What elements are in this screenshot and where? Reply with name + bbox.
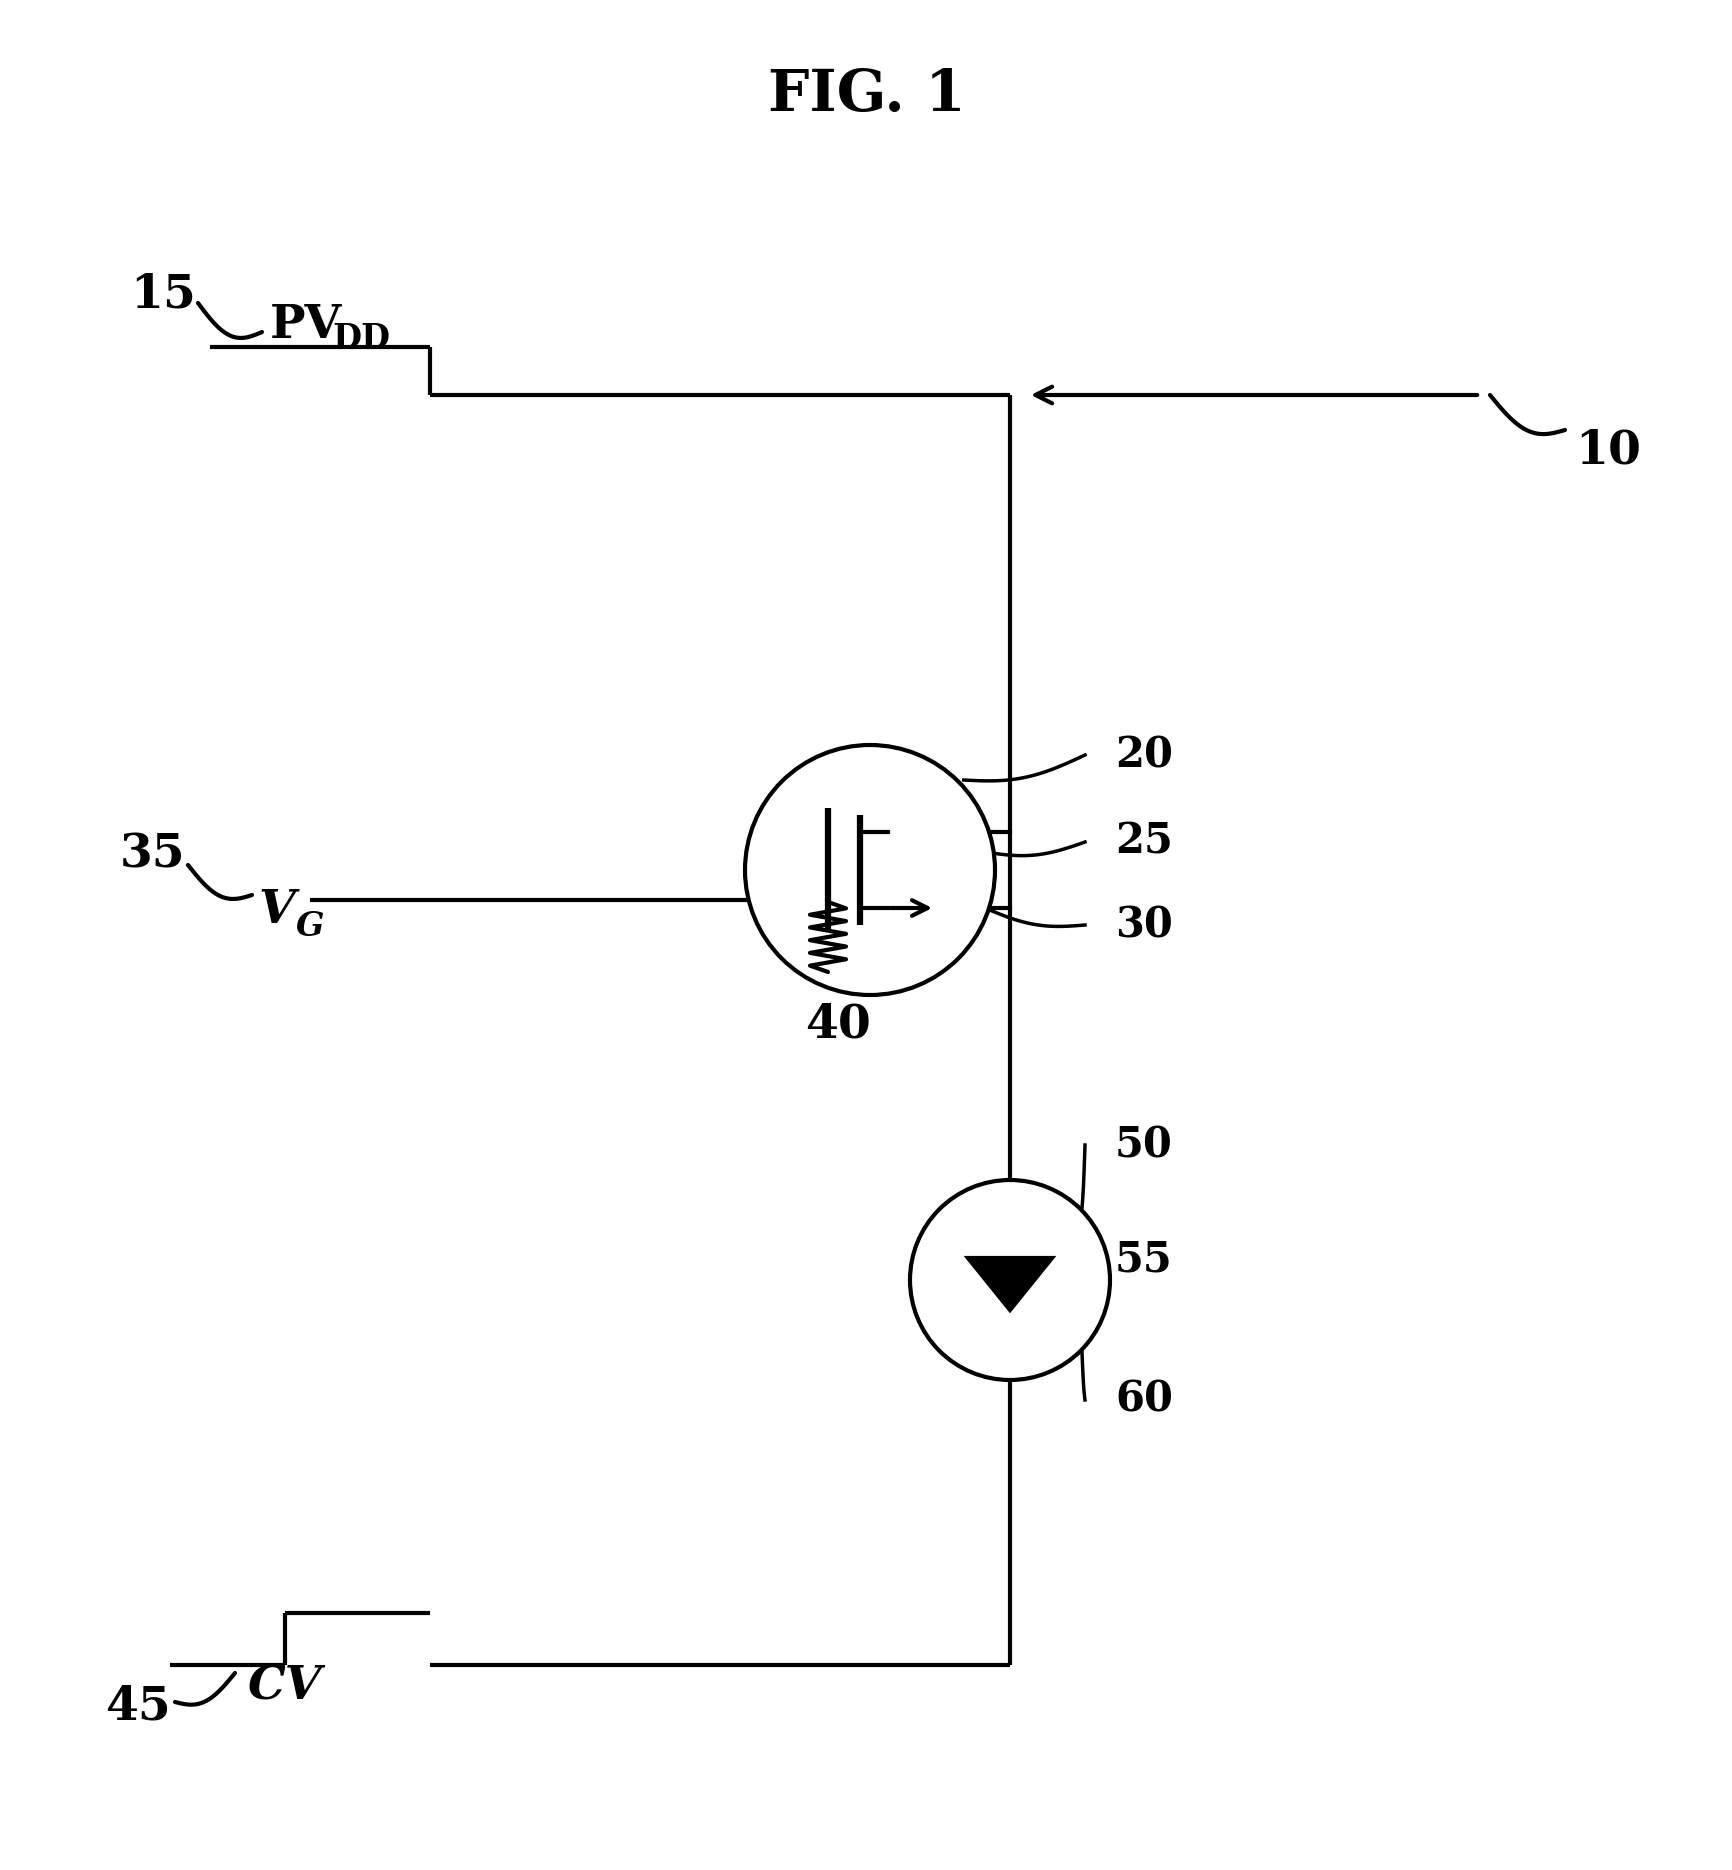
Text: 55: 55	[1114, 1240, 1173, 1281]
Text: 20: 20	[1114, 735, 1173, 776]
Text: 15: 15	[130, 271, 196, 318]
Text: PV: PV	[270, 301, 341, 348]
Text: V: V	[258, 886, 294, 933]
Text: DD: DD	[333, 322, 390, 355]
Polygon shape	[968, 1259, 1051, 1311]
Text: 10: 10	[1574, 426, 1640, 473]
Text: 45: 45	[106, 1685, 171, 1730]
Text: 40: 40	[805, 1002, 871, 1047]
Text: CV: CV	[248, 1664, 322, 1709]
Circle shape	[909, 1180, 1110, 1380]
Circle shape	[745, 744, 994, 995]
Text: G: G	[296, 909, 324, 942]
Text: FIG. 1: FIG. 1	[767, 67, 965, 123]
Text: 60: 60	[1114, 1378, 1173, 1421]
Text: 35: 35	[120, 832, 185, 879]
Text: 50: 50	[1114, 1124, 1173, 1167]
Text: 25: 25	[1114, 821, 1173, 862]
Text: 30: 30	[1114, 903, 1173, 946]
